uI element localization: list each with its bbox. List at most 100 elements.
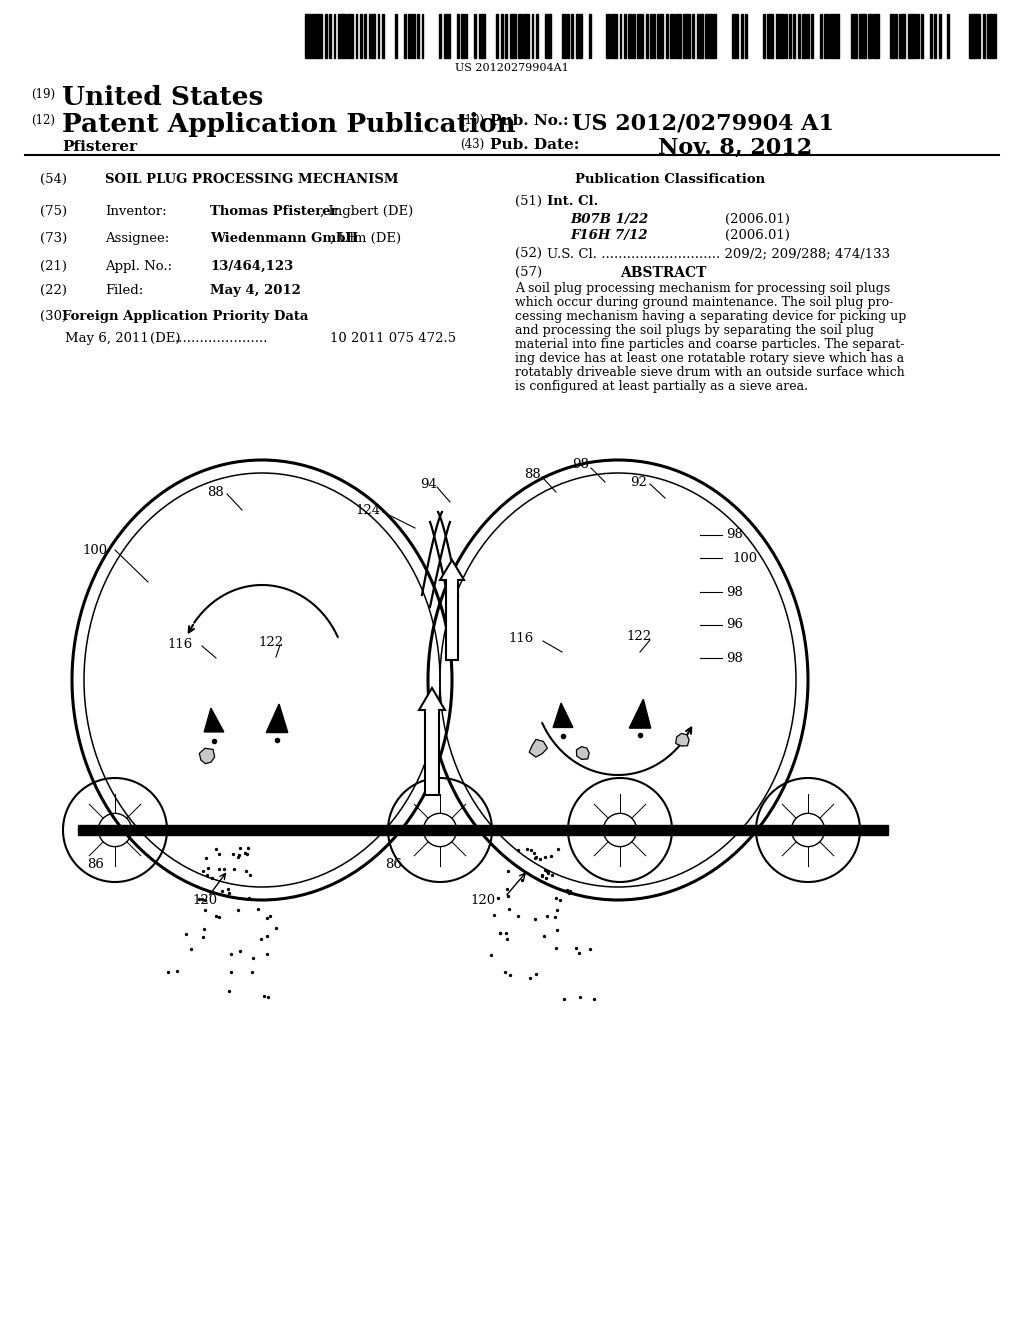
- Bar: [571, 15, 573, 58]
- Bar: [877, 15, 879, 58]
- Text: Foreign Application Priority Data: Foreign Application Priority Data: [61, 310, 308, 323]
- Bar: [939, 15, 940, 58]
- Bar: [474, 15, 476, 58]
- Polygon shape: [630, 700, 650, 729]
- Bar: [652, 15, 654, 58]
- Text: 122: 122: [626, 631, 651, 644]
- Bar: [338, 15, 342, 58]
- Bar: [439, 15, 441, 58]
- Text: which occur during ground maintenance. The soil plug pro-: which occur during ground maintenance. T…: [515, 296, 893, 309]
- Bar: [575, 15, 580, 58]
- Bar: [895, 15, 896, 58]
- Bar: [404, 15, 406, 58]
- Bar: [855, 15, 857, 58]
- Bar: [930, 15, 932, 58]
- Bar: [311, 15, 315, 58]
- Text: (12): (12): [31, 114, 55, 127]
- Bar: [859, 15, 863, 58]
- Bar: [851, 15, 855, 58]
- Bar: [790, 15, 791, 58]
- Bar: [736, 15, 738, 58]
- Bar: [536, 15, 538, 58]
- Text: (75): (75): [40, 205, 68, 218]
- Bar: [637, 15, 641, 58]
- Bar: [732, 15, 736, 58]
- Text: United States: United States: [62, 84, 263, 110]
- Text: 88: 88: [524, 469, 541, 482]
- Text: Patent Application Publication: Patent Application Publication: [62, 112, 516, 137]
- Bar: [562, 15, 566, 58]
- Text: 98: 98: [572, 458, 589, 471]
- Text: is configured at least partially as a sieve area.: is configured at least partially as a si…: [515, 380, 808, 393]
- Text: 98: 98: [726, 528, 742, 541]
- Bar: [518, 15, 522, 58]
- Bar: [501, 15, 503, 58]
- Bar: [833, 15, 837, 58]
- Bar: [794, 15, 796, 58]
- Text: 116: 116: [167, 638, 193, 651]
- Text: , Ingbert (DE): , Ingbert (DE): [319, 205, 414, 218]
- Bar: [342, 15, 346, 58]
- Bar: [934, 15, 936, 58]
- Bar: [978, 15, 980, 58]
- Polygon shape: [266, 704, 288, 733]
- Bar: [701, 15, 702, 58]
- Bar: [642, 15, 643, 58]
- Bar: [615, 15, 617, 58]
- Polygon shape: [529, 739, 548, 758]
- Text: (73): (73): [40, 232, 68, 246]
- Bar: [780, 15, 784, 58]
- Bar: [527, 15, 529, 58]
- Text: (22): (22): [40, 284, 67, 297]
- Polygon shape: [553, 704, 572, 727]
- Bar: [890, 15, 894, 58]
- Bar: [497, 15, 499, 58]
- Bar: [589, 15, 591, 58]
- Text: 98: 98: [726, 586, 742, 598]
- Text: (2006.01): (2006.01): [725, 213, 790, 226]
- Bar: [78, 825, 888, 836]
- Text: Assignee:: Assignee:: [105, 232, 169, 246]
- Bar: [466, 15, 468, 58]
- Text: 88: 88: [207, 486, 224, 499]
- Text: SOIL PLUG PROCESSING MECHANISM: SOIL PLUG PROCESSING MECHANISM: [105, 173, 398, 186]
- Bar: [620, 15, 622, 58]
- Bar: [633, 15, 635, 58]
- Bar: [365, 15, 367, 58]
- Bar: [912, 15, 916, 58]
- Bar: [675, 15, 679, 58]
- Bar: [479, 15, 483, 58]
- Polygon shape: [577, 747, 589, 759]
- Bar: [872, 15, 877, 58]
- Bar: [987, 15, 991, 58]
- Bar: [679, 15, 681, 58]
- Bar: [417, 15, 419, 58]
- Text: 98: 98: [726, 652, 742, 664]
- Text: Wiedenmann GmbH: Wiedenmann GmbH: [210, 232, 358, 246]
- Text: (21): (21): [40, 260, 67, 273]
- Polygon shape: [200, 748, 215, 764]
- Bar: [991, 15, 995, 58]
- Text: Nov. 8, 2012: Nov. 8, 2012: [658, 137, 812, 158]
- Bar: [970, 15, 974, 58]
- Text: 86: 86: [87, 858, 103, 871]
- Bar: [670, 15, 674, 58]
- Bar: [868, 15, 872, 58]
- Bar: [688, 15, 690, 58]
- Text: F16H 7/12: F16H 7/12: [570, 228, 647, 242]
- Text: 92: 92: [630, 475, 647, 488]
- Bar: [461, 15, 465, 58]
- Text: Pub. Date:: Pub. Date:: [490, 139, 580, 152]
- Bar: [369, 15, 373, 58]
- Text: (10): (10): [460, 114, 484, 127]
- Bar: [510, 15, 514, 58]
- Bar: [382, 15, 384, 58]
- Polygon shape: [676, 734, 689, 746]
- Bar: [802, 15, 806, 58]
- Bar: [696, 15, 700, 58]
- Bar: [355, 15, 357, 58]
- Text: 122: 122: [258, 635, 283, 648]
- Bar: [740, 15, 742, 58]
- Bar: [767, 15, 771, 58]
- Bar: [523, 15, 527, 58]
